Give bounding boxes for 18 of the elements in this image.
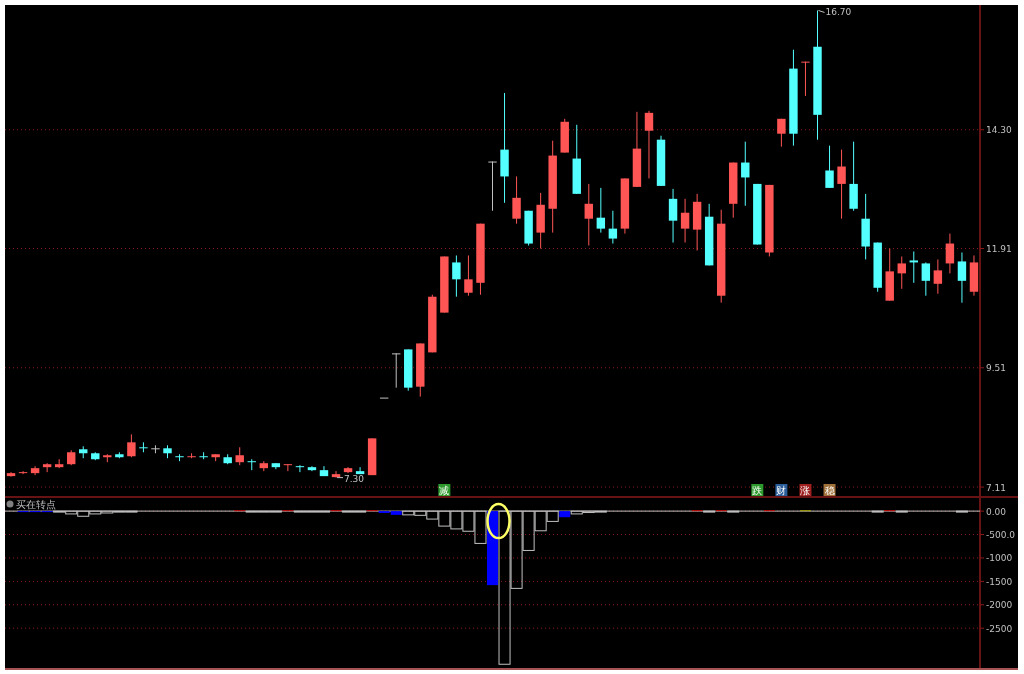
- annotation: 16.70: [825, 7, 852, 18]
- y-tick-label: -1500: [986, 576, 1013, 587]
- y-tick-label: 7.11: [986, 482, 1007, 493]
- y-tick-label: -2500: [986, 623, 1013, 634]
- y-tick-label: 11.91: [986, 244, 1012, 255]
- y-tick-label: -500.0: [986, 530, 1016, 541]
- y-tick-label: 9.51: [986, 363, 1007, 374]
- annotation: 跌: [752, 485, 763, 496]
- y-tick-label: 14.30: [986, 125, 1013, 136]
- annotation: 涨: [800, 485, 811, 496]
- annotation: 财: [776, 485, 787, 496]
- y-tick-label: -1000: [986, 553, 1013, 564]
- y-tick-label: -2000: [986, 600, 1013, 611]
- chart-title: 买在转点: [16, 499, 56, 510]
- annotation: 7.30: [344, 473, 365, 484]
- y-tick-label: 0.00: [986, 506, 1007, 517]
- annotation: 减: [439, 485, 450, 496]
- annotation: 稳: [824, 485, 835, 496]
